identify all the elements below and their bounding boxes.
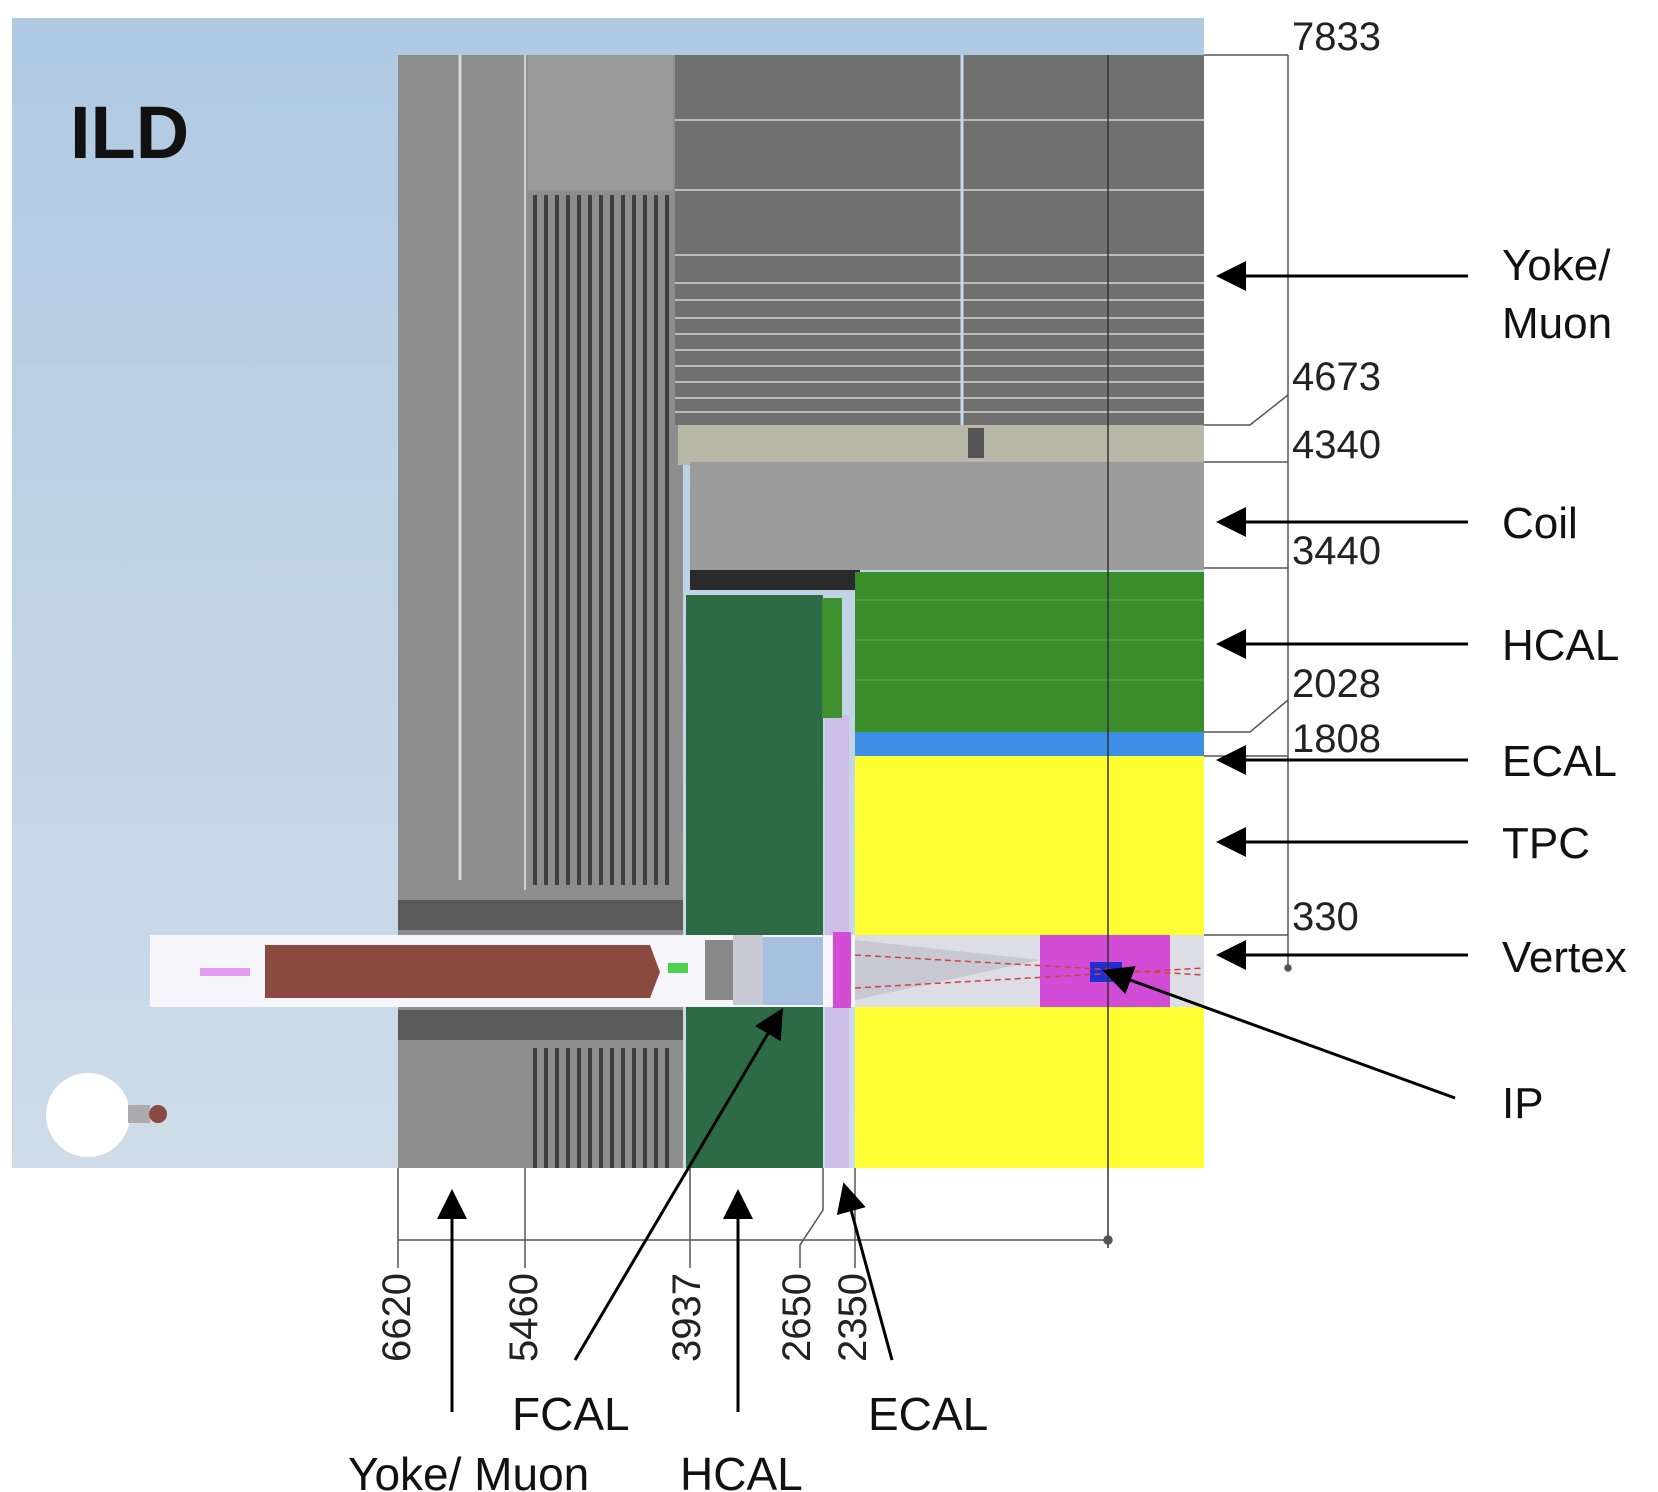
label-yoke-muon-right-line1: Yoke/ — [1502, 241, 1611, 290]
radial-dimension-lines — [1204, 54, 1292, 972]
label-yoke-muon-right-line2: Muon — [1502, 299, 1612, 348]
dim-radial-1808: 1808 — [1292, 717, 1381, 761]
label-tpc: TPC — [1502, 819, 1590, 868]
dim-axial-3937: 3937 — [665, 1273, 709, 1362]
coil — [678, 425, 1204, 590]
beampipe-region — [150, 932, 1205, 1008]
diagram-title: ILD — [70, 91, 189, 174]
dim-radial-330: 330 — [1292, 895, 1359, 939]
label-ip: IP — [1502, 1079, 1544, 1128]
dim-axial-2350: 2350 — [831, 1273, 875, 1362]
label-ecal-bottom: ECAL — [868, 1388, 988, 1440]
dim-radial-4673: 4673 — [1292, 355, 1381, 399]
axial-dimension-lines — [397, 1168, 1113, 1268]
dim-radial-3440: 3440 — [1292, 529, 1381, 573]
label-vertex: Vertex — [1502, 933, 1627, 982]
label-hcal-right: HCAL — [1502, 621, 1619, 670]
dim-radial-7833: 7833 — [1292, 15, 1381, 59]
hcal-endcap — [686, 595, 823, 1168]
right-arrows — [1102, 261, 1468, 1100]
label-hcal-bottom: HCAL — [680, 1448, 803, 1492]
label-yoke-muon-bottom: Yoke/ Muon — [348, 1448, 589, 1492]
hcal-barrel — [855, 572, 1204, 732]
scale-figure-icon — [46, 1073, 167, 1157]
label-fcal: FCAL — [512, 1388, 630, 1440]
label-ecal-right: ECAL — [1502, 737, 1617, 786]
yoke-endcap-slats-upper — [533, 195, 669, 885]
yoke-endcap-slats-lower — [533, 1048, 669, 1168]
dim-axial-2650: 2650 — [775, 1273, 819, 1362]
yoke-endcap — [398, 55, 683, 1168]
dim-radial-2028: 2028 — [1292, 662, 1381, 706]
dim-axial-6620: 6620 — [375, 1273, 419, 1362]
ecal-barrel — [855, 732, 1204, 756]
forward-mass — [265, 945, 660, 998]
label-coil: Coil — [1502, 499, 1578, 548]
bottom-arrows — [437, 1007, 894, 1412]
dim-axial-5460: 5460 — [502, 1273, 546, 1362]
dim-radial-4340: 4340 — [1292, 423, 1381, 467]
yoke-barrel — [675, 55, 1204, 460]
